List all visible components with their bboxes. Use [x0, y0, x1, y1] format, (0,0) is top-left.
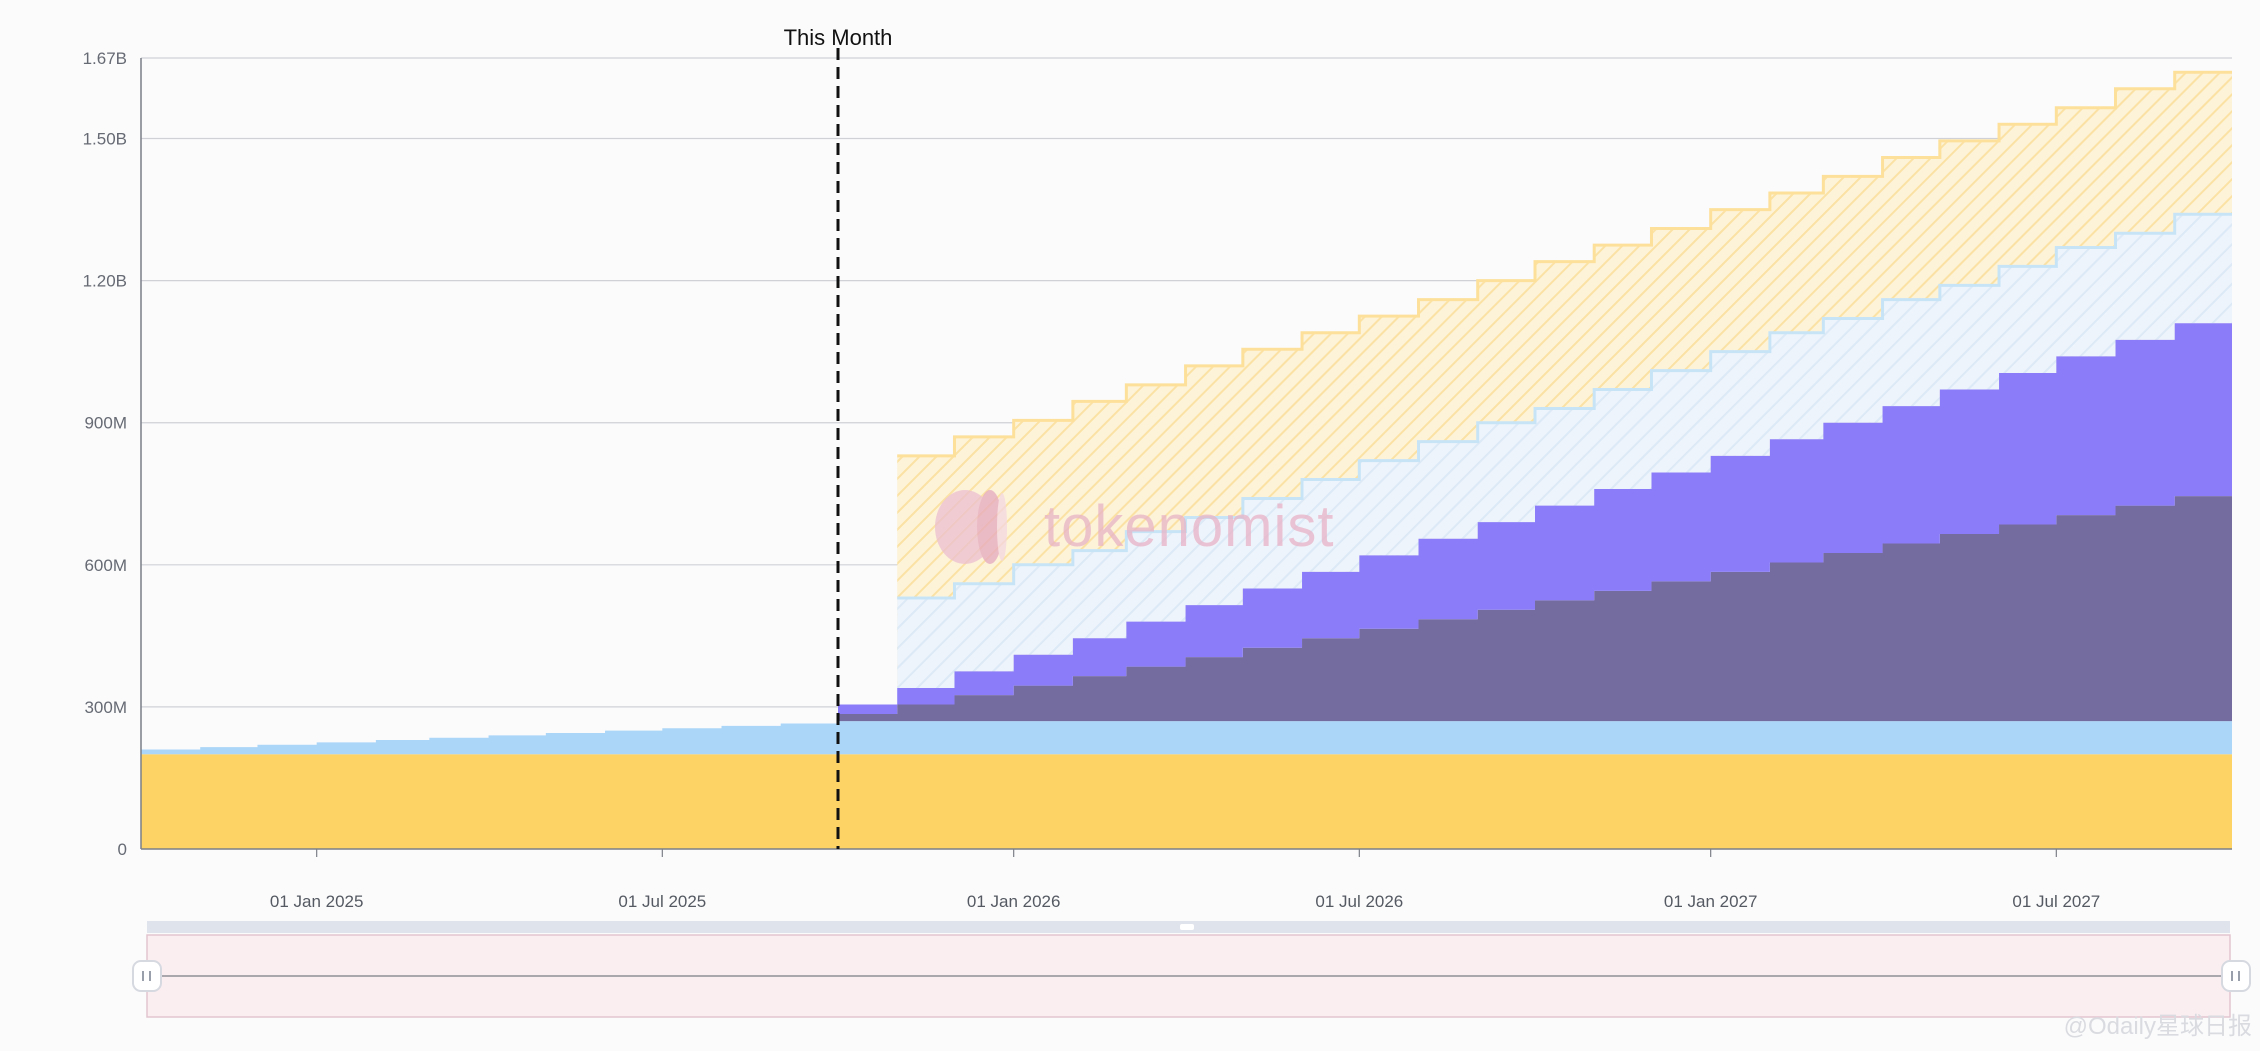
y-tick-label: 0 [118, 840, 127, 859]
navigator-right-handle[interactable] [2221, 960, 2251, 992]
x-tick-label: 01 Jan 2025 [270, 892, 364, 911]
series-area-2 [141, 496, 2232, 750]
stacked-areas [141, 323, 2232, 849]
projection-outline-1 [897, 70, 2232, 458]
y-tick-label: 1.50B [83, 130, 127, 149]
tokenomist-watermark: tokenomist [935, 490, 1334, 564]
x-tick-label: 01 Jul 2027 [2012, 892, 2100, 911]
projection-bands [897, 72, 2232, 688]
x-axis-ticks: 01 Jan 2025 01 Jul 2025 01 Jan 2026 01 Jul … [270, 849, 2100, 911]
projection-band-0 [897, 214, 2232, 688]
y-axis-ticks: 0 300M 600M 900M 1.20B 1.50B 1.67B [83, 49, 127, 859]
x-tick-label: 01 Jan 2026 [967, 892, 1061, 911]
series-area-3 [141, 323, 2232, 750]
x-tick-label: 01 Jul 2025 [618, 892, 706, 911]
range-navigator[interactable] [132, 921, 2251, 1018]
scrollbar-grip-icon[interactable] [1180, 924, 1194, 930]
projection-outlines [897, 70, 2232, 600]
x-tick-label: 01 Jan 2027 [1664, 892, 1758, 911]
series-area-1 [141, 721, 2232, 755]
series-area-0 [141, 754, 2232, 849]
this-month-marker: This Month [784, 25, 893, 849]
y-tick-label: 900M [84, 414, 127, 433]
credit-watermark: @Odaily星球日报 [2064, 1013, 2252, 1040]
y-tick-label: 1.20B [83, 272, 127, 291]
y-tick-label: 600M [84, 556, 127, 575]
watermark-text: tokenomist [1044, 494, 1334, 559]
projection-outline-0 [897, 212, 2232, 600]
tokenomist-logo-icon [935, 490, 1007, 564]
x-tick-label: 01 Jul 2026 [1315, 892, 1403, 911]
this-month-label: This Month [784, 25, 893, 50]
navigator-left-handle[interactable] [132, 960, 162, 992]
y-tick-label: 1.67B [83, 49, 127, 68]
axes [140, 58, 2232, 850]
y-tick-label: 300M [84, 698, 127, 717]
